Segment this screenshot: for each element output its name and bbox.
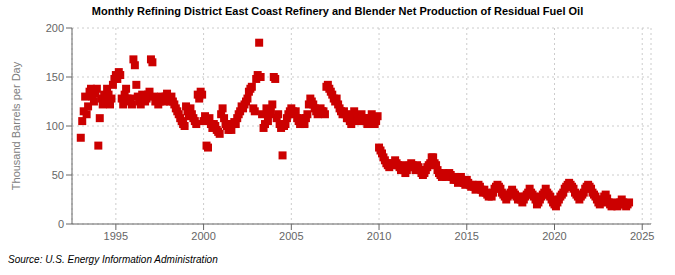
svg-text:0: 0	[58, 218, 64, 230]
svg-text:150: 150	[46, 71, 64, 83]
svg-text:2005: 2005	[279, 230, 303, 242]
svg-text:100: 100	[46, 120, 64, 132]
svg-text:50: 50	[52, 169, 64, 181]
svg-text:2010: 2010	[367, 230, 391, 242]
svg-text:200: 200	[46, 22, 64, 34]
svg-text:1995: 1995	[104, 230, 128, 242]
svg-text:2015: 2015	[455, 230, 479, 242]
svg-text:2000: 2000	[191, 230, 215, 242]
html-text:Monthly Refining District East: Monthly Refining District East Coast Ref…	[91, 5, 584, 17]
html-text:Source: U.S. Energy Informatio: Source: U.S. Energy Information Administ…	[8, 254, 218, 265]
svg-text:Thousand Barrels per Day: Thousand Barrels per Day	[10, 61, 22, 190]
svg-text:2025: 2025	[630, 230, 654, 242]
svg-text:2020: 2020	[542, 230, 566, 242]
